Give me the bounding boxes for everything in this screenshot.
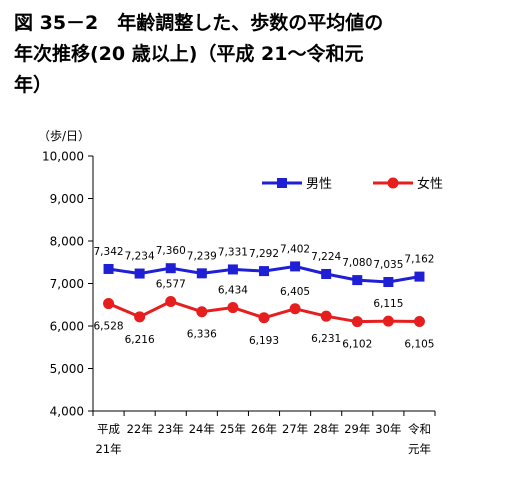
data-label: 7,402 bbox=[280, 243, 310, 255]
legend-item: 女性 bbox=[373, 176, 443, 192]
data-point bbox=[321, 268, 332, 279]
series-male: 7,342 7,234 7,360 7,239 7,331 7,292 7,4027,224… bbox=[94, 243, 434, 288]
legend-marker bbox=[387, 177, 399, 189]
y-tick-label: 6,000 bbox=[50, 320, 84, 334]
data-label: 7,342 bbox=[94, 246, 124, 258]
data-point bbox=[103, 298, 115, 310]
x-tick-label: 29年 bbox=[344, 422, 370, 436]
data-point bbox=[320, 310, 332, 322]
x-tick-label: 令和 bbox=[408, 422, 431, 436]
data-point bbox=[413, 316, 425, 328]
data-label: 7,234 bbox=[125, 251, 155, 263]
data-label: 6,231 bbox=[311, 333, 341, 345]
data-point bbox=[382, 315, 394, 327]
x-tick-label: 27年 bbox=[282, 422, 308, 436]
data-point bbox=[352, 275, 363, 286]
data-label: 7,162 bbox=[404, 254, 434, 266]
data-label: 7,224 bbox=[311, 251, 341, 263]
data-point bbox=[103, 263, 114, 274]
data-label: 6,115 bbox=[373, 298, 403, 310]
data-point bbox=[134, 268, 145, 279]
legend-label: 女性 bbox=[417, 176, 443, 192]
legend-marker bbox=[277, 178, 287, 188]
data-label: 7,331 bbox=[218, 246, 248, 258]
data-point bbox=[258, 312, 270, 324]
data-label: 7,292 bbox=[249, 248, 279, 260]
x-tick-label: 22年 bbox=[127, 422, 153, 436]
y-tick-label: 7,000 bbox=[50, 277, 84, 291]
data-point bbox=[290, 261, 301, 272]
y-axis-unit-label: （歩/日） bbox=[38, 128, 90, 143]
data-point bbox=[289, 303, 301, 315]
data-point bbox=[196, 306, 208, 318]
x-tick-label: 元年 bbox=[408, 442, 431, 456]
data-label: 6,528 bbox=[94, 321, 124, 333]
y-axis-ticks: 4,000 5,000 6,000 7,000 8,000 9,000 10,000 bbox=[42, 150, 93, 419]
data-label: 6,405 bbox=[280, 286, 310, 298]
data-label: 6,102 bbox=[342, 339, 372, 351]
legend-item: 男性 bbox=[262, 177, 332, 192]
x-tick-label: 23年 bbox=[158, 422, 184, 436]
data-point bbox=[351, 316, 363, 328]
y-tick-label: 4,000 bbox=[50, 405, 84, 419]
data-point bbox=[134, 311, 146, 323]
figure-title: 図 35－2 年齢調整した、歩数の平均値の 年次推移(20 歳以上)（平成 21… bbox=[14, 12, 384, 96]
y-tick-label: 8,000 bbox=[50, 235, 84, 249]
data-label: 7,360 bbox=[156, 245, 186, 257]
legend: 男性 女性 bbox=[262, 176, 443, 192]
data-label: 7,239 bbox=[187, 250, 217, 262]
data-point bbox=[383, 277, 394, 288]
legend-label: 男性 bbox=[306, 177, 332, 192]
x-tick-label: 26年 bbox=[251, 422, 277, 436]
y-tick-label: 5,000 bbox=[50, 362, 84, 376]
x-tick-label: 30年 bbox=[375, 422, 401, 436]
data-point bbox=[227, 264, 238, 275]
x-tick-label: 21年 bbox=[95, 442, 121, 456]
data-label: 6,577 bbox=[156, 278, 186, 290]
data-label: 7,035 bbox=[373, 259, 403, 271]
series-layer: 7,342 7,234 7,360 7,239 7,331 7,292 7,4027,224… bbox=[94, 243, 435, 350]
data-point bbox=[196, 268, 207, 279]
x-tick-label: 25年 bbox=[220, 422, 246, 436]
data-point bbox=[165, 263, 176, 274]
x-tick-label: 28年 bbox=[313, 422, 339, 436]
x-tick-label: 24年 bbox=[189, 422, 215, 436]
y-tick-label: 9,000 bbox=[50, 192, 84, 206]
data-point bbox=[165, 295, 177, 307]
data-label: 6,434 bbox=[218, 285, 248, 297]
data-label: 6,336 bbox=[187, 329, 217, 341]
data-label: 6,216 bbox=[125, 334, 155, 346]
data-label: 6,193 bbox=[249, 335, 279, 347]
data-label: 7,080 bbox=[342, 257, 372, 269]
data-point bbox=[414, 271, 425, 282]
x-tick-label: 平成 bbox=[97, 422, 120, 436]
y-tick-label: 10,000 bbox=[42, 150, 84, 164]
data-point bbox=[227, 302, 239, 314]
data-point bbox=[259, 266, 269, 277]
data-label: 6,105 bbox=[404, 339, 434, 351]
